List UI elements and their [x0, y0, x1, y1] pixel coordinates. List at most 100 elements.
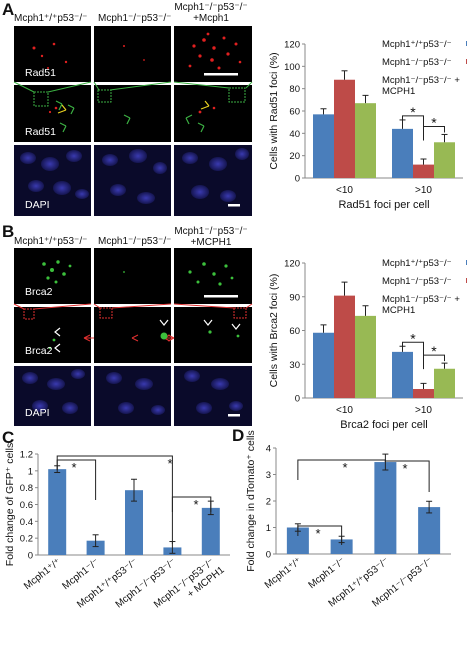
y-tick-label: 0	[266, 550, 271, 561]
significance-bracket	[423, 354, 445, 370]
legend-label: Mcph1⁺/⁺p53⁻/⁻	[382, 258, 452, 269]
y-tick-label: 0	[28, 551, 33, 562]
legend-label: Mcph1⁻/⁻p53⁻/⁻ +	[382, 75, 460, 86]
bar->10-2	[434, 142, 455, 178]
significance-star: *	[342, 460, 347, 475]
col-label-a-3: Mcph1⁻/⁻p53⁻/⁻	[174, 2, 248, 13]
x-tick-label: >10	[415, 405, 432, 416]
significance-star: *	[410, 330, 416, 346]
y-tick-label: 90	[289, 292, 300, 303]
bar-<10-2	[355, 315, 376, 398]
y-tick-label: 60	[289, 326, 300, 337]
significance-bracket	[402, 115, 424, 132]
row-label-b-brca2: Brca2	[25, 286, 53, 298]
bar->10-1	[413, 389, 434, 398]
x-tick-label: <10	[336, 405, 353, 416]
significance-bracket	[297, 525, 343, 545]
y-tick-label: 80	[289, 84, 300, 95]
col-label-b-2: Mcph1⁻/⁻p53⁻/⁻	[98, 236, 172, 247]
bar-<10-1	[334, 295, 355, 398]
y-tick-label: 1.2	[20, 450, 33, 461]
y-tick-label: 0	[295, 174, 300, 185]
bar->10-0	[392, 128, 413, 178]
x-axis-label: Rad51 foci per cell	[338, 199, 429, 211]
significance-star: *	[193, 497, 198, 512]
significance-star: *	[410, 104, 416, 120]
y-tick-label: 1	[28, 466, 33, 477]
x-tick-label: <10	[336, 185, 353, 196]
bar-2	[374, 462, 397, 554]
legend-label: Mcph1⁻/⁻p53⁻/⁻	[382, 276, 452, 287]
chart-b-group: 0 30 60 90 120 <10 >10 * * Cells with Brca2 foci …	[268, 258, 467, 431]
bar->10-2	[434, 368, 455, 398]
y-tick-label: 4	[266, 444, 271, 455]
y-axis-label: Fold change of GFP⁺ cells	[4, 443, 16, 566]
y-axis-label: Cells with Rad51 foci (%)	[268, 52, 280, 169]
y-tick-label: 40	[289, 129, 300, 140]
row-label-a-dapi: DAPI	[25, 199, 50, 211]
panel-letter-c: C	[2, 428, 15, 447]
col-label-b-4: +MCPH1	[190, 237, 232, 248]
x-tick-label: >10	[415, 185, 432, 196]
significance-bracket	[402, 341, 424, 359]
y-tick-label: 0.8	[20, 483, 33, 494]
bar-0	[286, 527, 309, 554]
row-label-a-rad51: Rad51	[25, 67, 56, 79]
chart-c-group: 00.20.40.60.811.2Mcph1⁺/⁺Mcph1⁻/⁻Mcph1⁺/…	[4, 443, 230, 611]
bar-<10-0	[313, 114, 334, 178]
significance-star: *	[431, 343, 437, 359]
legend-label: Mcph1⁺/⁺p53⁻/⁻	[382, 39, 452, 50]
bar-<10-0	[313, 332, 334, 398]
chart-a-group: 0 20 40 60 80 100 120 <10 >10 * * Cells with Rad51 …	[268, 39, 467, 211]
x-tick-label: Mcph1⁻/⁻	[307, 556, 348, 591]
significance-bracket	[423, 125, 445, 141]
legend-label: Mcph1⁻/⁻p53⁻/⁻	[382, 57, 452, 68]
y-tick-label: 120	[284, 259, 300, 270]
y-tick-label: 1	[266, 523, 271, 534]
legend-label-cont: MCPH1	[382, 305, 415, 316]
bar-<10-1	[334, 79, 355, 178]
y-axis-label: Fold change in dTomato⁺ cells	[245, 430, 257, 572]
significance-star: *	[402, 461, 407, 476]
bar-3	[418, 507, 441, 554]
panel-letter-a: A	[2, 0, 15, 19]
significance-star: *	[315, 526, 320, 541]
x-tick-label: Mcph1⁺/⁺	[263, 556, 304, 591]
y-tick-label: 20	[289, 151, 300, 162]
col-label-a-4: +Mcph1	[193, 13, 229, 24]
y-axis-label: Cells with Brca2 foci (%)	[268, 274, 280, 388]
significance-star: *	[431, 114, 437, 130]
y-tick-label: 3	[266, 470, 271, 481]
significance-bracket	[384, 460, 430, 492]
micrograph-grid-a	[13, 26, 253, 216]
y-tick-label: 100	[284, 62, 300, 73]
y-tick-label: 0.2	[20, 534, 33, 545]
bar-4	[201, 507, 220, 555]
y-tick-label: 30	[289, 360, 300, 371]
bar-<10-2	[355, 103, 376, 178]
row-label-a-rad51-zoom: Rad51	[25, 126, 56, 138]
col-label-a-2: Mcph1⁻/⁻p53⁻/⁻	[98, 13, 172, 24]
legend-label-cont: MCPH1	[382, 86, 415, 97]
y-tick-label: 2	[266, 497, 271, 508]
micrograph-grid-b	[13, 248, 253, 426]
row-label-b-brca2-zoom: Brca2	[25, 345, 53, 357]
col-label-b-1: Mcph1⁺/⁺p53⁻/⁻	[14, 236, 88, 247]
y-tick-label: 0.4	[20, 517, 33, 528]
col-label-b-3: Mcph1⁻/⁻p53⁻/⁻	[174, 226, 248, 237]
y-tick-label: 0	[295, 394, 300, 405]
significance-star: *	[167, 456, 172, 471]
x-axis-label: Brca2 foci per cell	[340, 419, 427, 431]
y-tick-label: 120	[284, 40, 300, 51]
col-label-a-1: Mcph1⁺/⁺p53⁻/⁻	[14, 13, 88, 24]
bar-1	[330, 539, 353, 554]
y-tick-label: 0.6	[20, 500, 33, 511]
bar->10-1	[413, 164, 434, 178]
significance-bracket	[171, 496, 212, 512]
panel-letter-d: D	[232, 426, 245, 445]
y-tick-label: 60	[289, 107, 300, 118]
bar->10-0	[392, 351, 413, 398]
x-tick-label: Mcph1⁺/⁺	[22, 557, 63, 592]
